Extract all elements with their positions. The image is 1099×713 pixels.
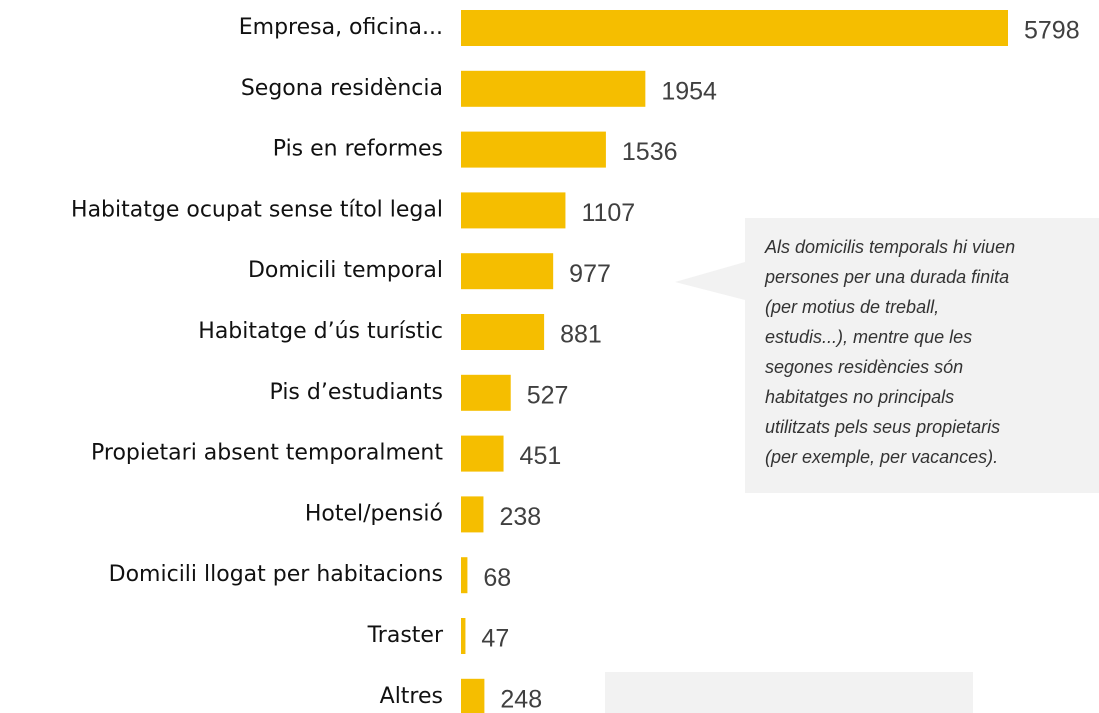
bar — [461, 192, 566, 229]
annotation-text: Pis llogat tot Altres inclou — [622, 711, 822, 713]
category-label: Habitatge d’ús turístic — [198, 319, 443, 344]
annotation-text: habitatges no principals — [765, 387, 954, 407]
bar — [461, 678, 485, 713]
bar — [461, 435, 504, 472]
bar — [461, 314, 545, 350]
category-label: Altres — [380, 684, 443, 709]
category-label: Hotel/pensió — [305, 501, 443, 526]
bar — [461, 557, 468, 594]
bar — [461, 10, 1008, 46]
value-label: 527 — [527, 381, 569, 409]
value-label: 1536 — [622, 138, 678, 166]
value-label: 248 — [500, 685, 542, 713]
value-label: 451 — [520, 442, 562, 470]
annotation-text: Als domicilis temporals hi viuen — [764, 237, 1015, 257]
annotation-text: segones residències són — [765, 357, 963, 377]
value-label: 1107 — [581, 199, 635, 227]
annotation-text: utilitzats pels seus propietaris — [765, 417, 1000, 437]
bar — [461, 70, 646, 107]
category-label: Propietari absent temporalment — [91, 441, 443, 466]
category-label: Segona residència — [241, 76, 443, 101]
bar — [461, 496, 484, 533]
value-label: 238 — [499, 503, 541, 531]
value-label: 977 — [569, 260, 611, 288]
category-label: Domicili llogat per habitacions — [109, 562, 443, 587]
value-label: 47 — [481, 625, 509, 653]
category-label: Domicili temporal — [248, 258, 443, 283]
callout-pointer — [675, 262, 745, 300]
bar — [461, 253, 554, 290]
bar — [461, 131, 606, 168]
annotation-text: (per motius de treball, — [765, 297, 939, 317]
value-label: 5798 — [1024, 17, 1080, 45]
value-label: 881 — [560, 321, 602, 349]
value-label: 68 — [483, 564, 511, 592]
annotations — [605, 218, 1099, 713]
category-label: Habitatge ocupat sense títol legal — [71, 197, 443, 222]
category-label: Traster — [367, 623, 444, 648]
value-label: 1954 — [661, 77, 717, 105]
category-label: Pis en reformes — [273, 137, 443, 162]
bar — [461, 618, 466, 654]
category-label: Empresa, oficina... — [239, 15, 443, 40]
callout-box — [605, 672, 973, 713]
bar — [461, 374, 511, 411]
callout-box — [745, 218, 1099, 493]
annotation-text: estudis...), mentre que les — [765, 327, 972, 347]
annotation-text: (per exemple, per vacances). — [765, 447, 998, 467]
category-label: Pis d’estudiants — [270, 380, 443, 405]
annotation-text: persones per una durada finita — [764, 267, 1009, 287]
